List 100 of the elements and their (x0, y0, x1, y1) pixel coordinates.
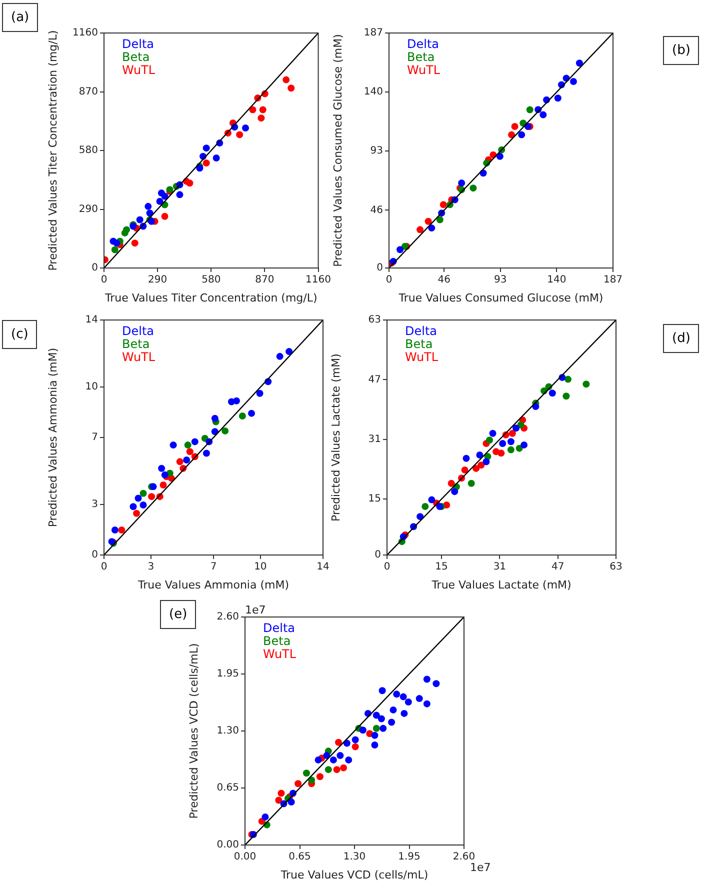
x-axis-title: True Values Ammonia (mM) (136, 578, 290, 592)
point (202, 144, 210, 152)
point (570, 78, 577, 86)
point (286, 348, 293, 356)
point (236, 131, 244, 138)
y-tick-label: 7 (92, 432, 98, 444)
x-tick-label: 0 (100, 562, 108, 573)
point (378, 687, 386, 694)
text: Beta (405, 337, 433, 352)
point (424, 218, 432, 225)
y-tick-label: 0 (92, 262, 98, 274)
point (396, 246, 404, 254)
point (511, 123, 518, 130)
point (388, 718, 396, 726)
y-tick-label: 290 (78, 204, 98, 215)
point (507, 446, 514, 454)
text: WuTL (122, 63, 156, 78)
y-tick-label: 1.30 (216, 726, 239, 737)
point (416, 226, 424, 234)
point (451, 488, 458, 496)
y-axis-title: Predicted Values VCD (cells/mL) (187, 643, 200, 819)
text: 1e7 (470, 861, 491, 874)
x-tick-label: 290 (148, 274, 168, 286)
point (288, 84, 295, 92)
y-axis-title: Predicted Values Consumed Glucose (mM) (331, 34, 344, 267)
point (458, 180, 466, 187)
point (404, 698, 412, 706)
point (470, 184, 477, 192)
point (428, 224, 436, 232)
y-tick-label: 14 (85, 314, 98, 326)
point (548, 390, 556, 397)
point (508, 131, 516, 138)
x-axis-title: True Values Titer Concentration (mg/L) (104, 291, 318, 304)
point (111, 246, 118, 254)
text: (e) (160, 600, 196, 629)
point (184, 442, 192, 449)
point (232, 397, 240, 404)
point (258, 114, 265, 122)
point (380, 724, 387, 732)
point (416, 513, 424, 520)
point (324, 766, 332, 774)
point (222, 427, 229, 434)
text: Delta (263, 621, 296, 636)
point (499, 440, 506, 447)
point (212, 154, 220, 162)
point (390, 706, 397, 714)
point (336, 752, 344, 760)
point (516, 444, 523, 452)
point (186, 180, 194, 187)
point (422, 503, 429, 510)
point (345, 756, 352, 764)
point (334, 738, 342, 746)
y-tick-label: 0 (92, 550, 98, 561)
x-tick-label: 1160 (306, 274, 331, 286)
y-axis-title: Predicted Values Ammonia (mM) (46, 348, 60, 528)
point (161, 212, 168, 220)
point (400, 710, 408, 717)
text: Beta (263, 634, 291, 648)
point (378, 715, 385, 722)
point (462, 454, 470, 462)
text: Delta (407, 37, 440, 52)
y-tick-label: 580 (78, 145, 98, 156)
point (130, 503, 137, 510)
point (576, 60, 583, 67)
point (512, 424, 520, 432)
x-tick-label: 0 (386, 274, 392, 286)
y-axis-title: Predicted Values Lactate (mM) (329, 354, 342, 522)
text: Delta (405, 324, 438, 338)
point (352, 743, 359, 750)
y-tick-label: 0.00 (216, 840, 239, 851)
point (123, 226, 130, 234)
y-tick-label: 3 (92, 499, 98, 510)
point (134, 494, 142, 502)
point (476, 452, 484, 459)
point (259, 106, 266, 114)
point (249, 106, 256, 114)
point (176, 191, 184, 198)
x-tick-label: 0 (100, 274, 108, 286)
point (211, 414, 218, 422)
point (498, 450, 505, 457)
point (186, 448, 194, 456)
point (400, 693, 407, 700)
point (170, 442, 177, 449)
y-tick-label: 63 (368, 314, 381, 326)
point (393, 690, 400, 698)
x-tick-label: 10 (254, 562, 267, 573)
x-tick-label: 0.00 (234, 852, 256, 863)
point (423, 700, 430, 708)
x-tick-label: 47 (551, 562, 564, 573)
point (486, 436, 494, 444)
x-tick-label: 2.60 (452, 852, 476, 863)
point (156, 198, 164, 205)
point (333, 766, 340, 774)
point (262, 813, 269, 820)
point (140, 490, 147, 497)
point (160, 482, 167, 489)
point (520, 441, 528, 448)
y-tick-label: 0.65 (216, 782, 239, 794)
x-tick-label: 1.30 (343, 852, 366, 863)
x-tick-label: 1.95 (398, 852, 420, 863)
